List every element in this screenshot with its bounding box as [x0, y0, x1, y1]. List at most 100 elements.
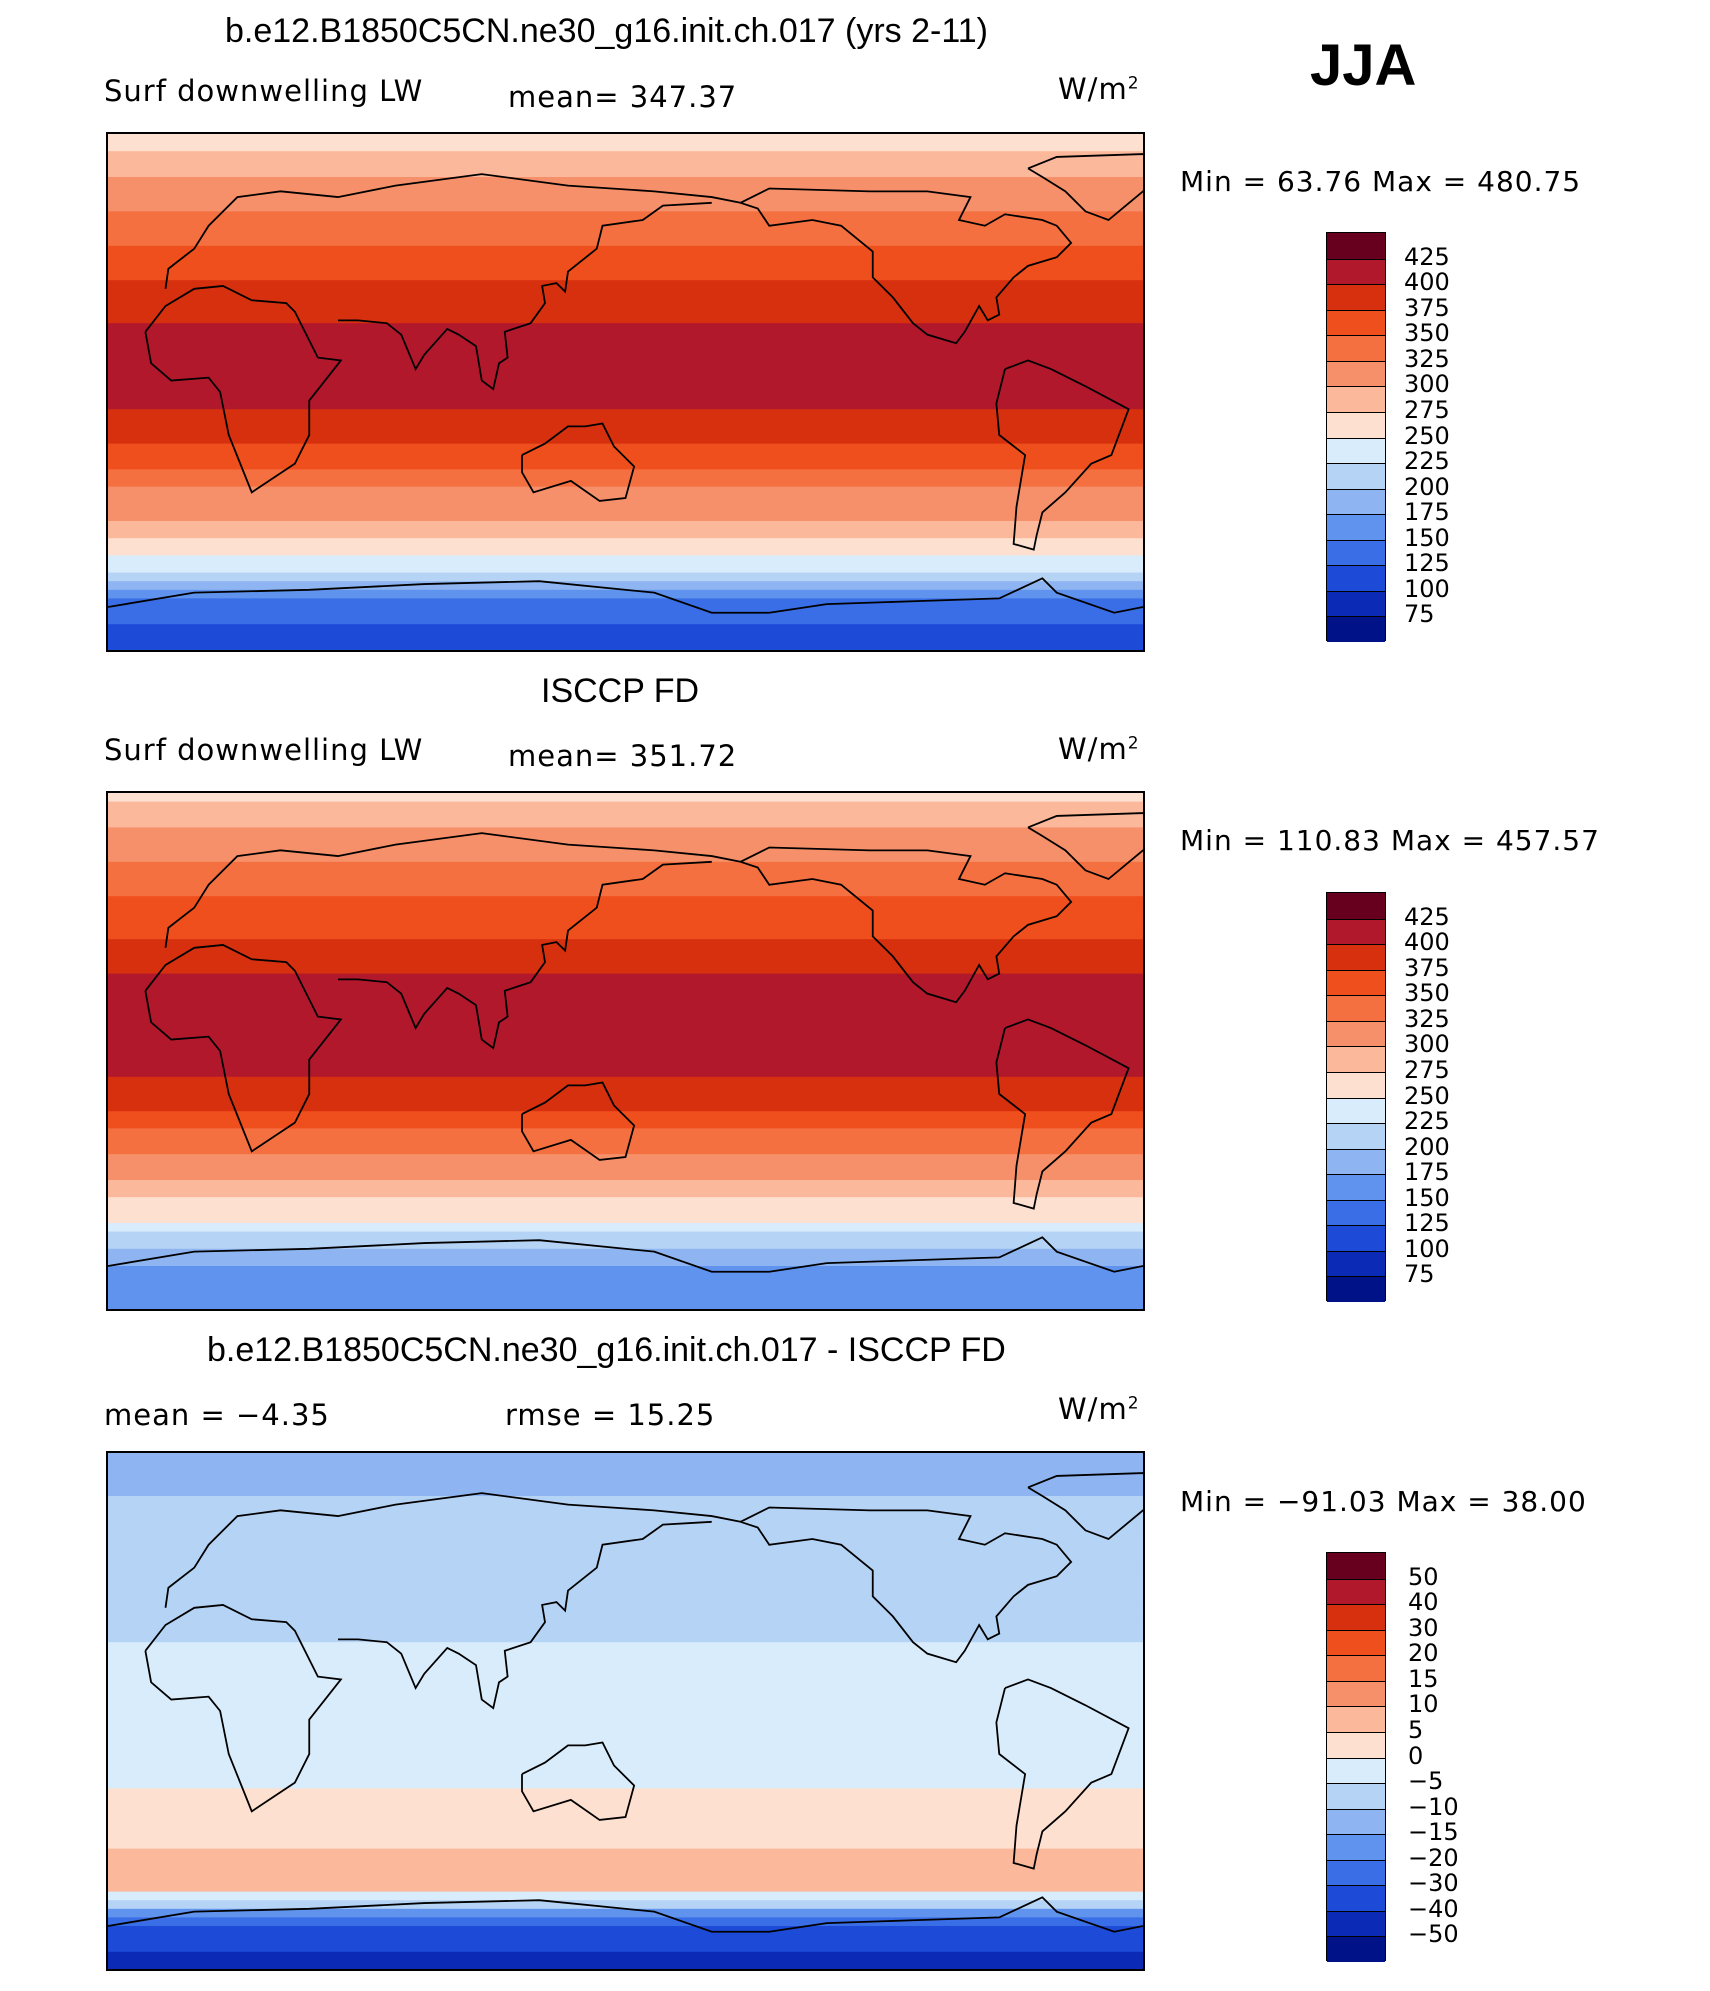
- season-label: JJA: [1310, 33, 1417, 98]
- map-band: [108, 1797, 1143, 1807]
- map-band: [108, 564, 1143, 574]
- colorbar-label: 15: [1408, 1664, 1439, 1693]
- map-band: [108, 818, 1143, 828]
- colorbar-label: −10: [1408, 1792, 1459, 1821]
- map-band: [108, 297, 1143, 307]
- colorbar-label: 375: [1404, 953, 1450, 982]
- colorbar-label: 200: [1404, 472, 1450, 501]
- map-band: [108, 930, 1143, 940]
- map-band: [108, 1478, 1143, 1488]
- map-band: [108, 827, 1143, 837]
- map-band: [108, 793, 1143, 803]
- map-band: [108, 1599, 1143, 1609]
- map-band: [108, 801, 1143, 811]
- colorbar-swatch: [1327, 893, 1385, 919]
- coastline: [740, 846, 1073, 1004]
- map-band: [108, 1693, 1143, 1703]
- panel2-units: W/m2: [1058, 732, 1140, 766]
- map-band: [108, 572, 1143, 582]
- colorbar-swatch: [1327, 335, 1385, 361]
- map-band: [108, 1848, 1143, 1858]
- colorbar-swatch: [1327, 1578, 1385, 1605]
- map-band: [108, 1659, 1143, 1669]
- coastline: [164, 832, 741, 948]
- map-band: [108, 1719, 1143, 1729]
- map-band: [108, 1521, 1143, 1531]
- colorbar-label: 400: [1404, 268, 1450, 297]
- coastline: [337, 201, 712, 391]
- panel2-variable: Surf downwelling LW: [104, 733, 424, 767]
- colorbar-swatch: [1327, 1225, 1385, 1251]
- map-band: [108, 1762, 1143, 1772]
- map-band: [108, 271, 1143, 281]
- map-band: [108, 1650, 1143, 1660]
- colorbar-label: 325: [1404, 1004, 1450, 1033]
- colorbar-swatch: [1327, 258, 1385, 285]
- panel1-minmax: Min = 63.76 Max = 480.75: [1180, 165, 1582, 198]
- colorbar-label: −15: [1408, 1818, 1459, 1847]
- colorbar-label: 275: [1404, 395, 1450, 424]
- map-band: [108, 417, 1143, 427]
- colorbar-label: 150: [1404, 1183, 1450, 1212]
- map-band: [108, 598, 1143, 608]
- map-band: [108, 1788, 1143, 1798]
- map-band: [108, 1180, 1143, 1190]
- map-band: [108, 836, 1143, 846]
- colorbar-swatch: [1327, 488, 1385, 515]
- coastline: [1027, 153, 1143, 222]
- map-band: [108, 349, 1143, 359]
- colorbar-label: 275: [1404, 1055, 1450, 1084]
- colorbar-label: 350: [1404, 319, 1450, 348]
- coastline: [995, 1678, 1130, 1870]
- map-band: [108, 1300, 1143, 1309]
- colorbar-label: 100: [1404, 1234, 1450, 1263]
- map-band: [108, 357, 1143, 367]
- colorbar-label: 125: [1404, 549, 1450, 578]
- colorbar-swatch: [1327, 1859, 1385, 1886]
- map-band: [108, 982, 1143, 992]
- map-band: [108, 632, 1143, 642]
- colorbar-swatch: [1327, 1199, 1385, 1226]
- map-band: [108, 973, 1143, 983]
- colorbar-swatch: [1327, 1604, 1385, 1630]
- map-band: [108, 1625, 1143, 1635]
- map-band: [108, 1814, 1143, 1824]
- coastline: [740, 1506, 1073, 1664]
- panel2-minmax: Min = 110.83 Max = 457.57: [1180, 824, 1600, 857]
- map-band: [108, 1564, 1143, 1574]
- map-band: [108, 1840, 1143, 1850]
- colorbar-swatch: [1327, 1553, 1385, 1579]
- map-band: [108, 939, 1143, 949]
- colorbar-swatch: [1327, 309, 1385, 336]
- panel3-units: W/m2: [1058, 1392, 1140, 1426]
- map-band: [108, 1822, 1143, 1832]
- colorbar-swatch: [1327, 1629, 1385, 1656]
- colorbar-swatch: [1327, 918, 1385, 945]
- colorbar-swatch: [1327, 514, 1385, 540]
- map-band: [108, 383, 1143, 393]
- map-band: [108, 142, 1143, 152]
- colorbar-label: 400: [1404, 928, 1450, 957]
- map-band: [108, 460, 1143, 470]
- map-band: [108, 1547, 1143, 1557]
- map-band: [108, 1283, 1143, 1293]
- map-band: [108, 1754, 1143, 1764]
- colorbar-swatch: [1327, 1834, 1385, 1860]
- map-band: [108, 409, 1143, 419]
- coastline: [144, 285, 343, 494]
- map-band: [108, 1883, 1143, 1893]
- map-band: [108, 1779, 1143, 1789]
- colorbar-swatch: [1327, 386, 1385, 412]
- map-band: [108, 1951, 1143, 1961]
- coastline: [995, 1018, 1130, 1210]
- colorbar-swatch: [1327, 1910, 1385, 1937]
- map-band: [108, 1461, 1143, 1471]
- map-band: [108, 1145, 1143, 1155]
- coastline: [1027, 812, 1143, 881]
- colorbar-label: 40: [1408, 1588, 1439, 1617]
- map-band: [108, 512, 1143, 522]
- map-band: [108, 374, 1143, 384]
- map-band: [108, 1042, 1143, 1052]
- map-band: [108, 913, 1143, 923]
- colorbar-swatch: [1327, 995, 1385, 1021]
